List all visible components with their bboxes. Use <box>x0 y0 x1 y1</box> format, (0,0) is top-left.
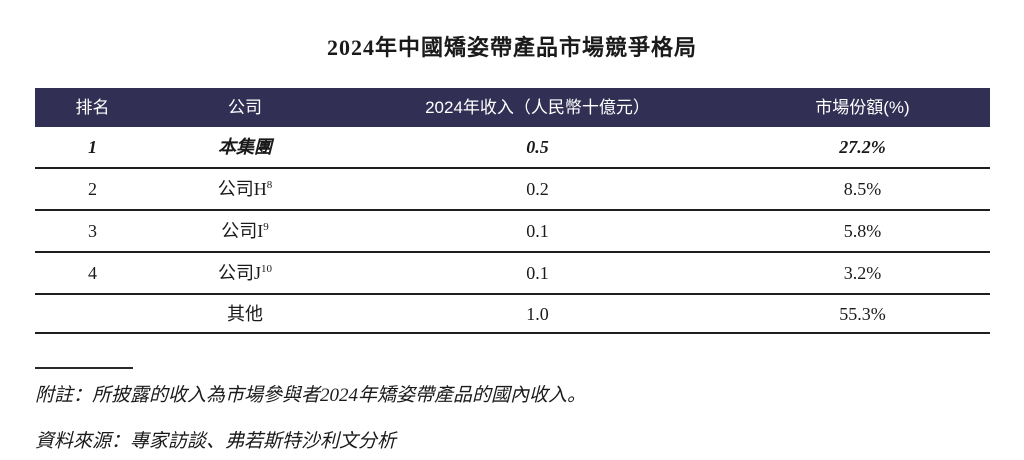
footnote-text: 附註：所披露的收入為市場參與者2024年矯姿帶產品的國內收入。 <box>35 385 587 406</box>
revenue-cell: 0.5 <box>526 137 549 157</box>
revenue-cell: 0.1 <box>526 263 549 283</box>
rank-cell: 1 <box>88 137 97 157</box>
company-cell: 公司H8 <box>150 179 340 199</box>
header-revenue: 2024年收入（人民幣十億元） <box>425 98 650 117</box>
company-cell: 其他 <box>150 305 340 323</box>
table-row: 4 公司J10 0.1 3.2% <box>35 253 990 295</box>
source-text: 資料來源：專家訪談、弗若斯特沙利文分析 <box>35 431 397 452</box>
company-name: 公司I <box>221 221 264 241</box>
company-name: 本集團 <box>218 137 272 157</box>
rank-cell: 2 <box>88 179 97 199</box>
header-rank: 排名 <box>75 98 110 117</box>
share-cell: 5.8% <box>843 221 882 241</box>
share-cell: 27.2% <box>839 137 886 157</box>
footnote-divider <box>35 367 133 369</box>
table-header-row: 排名 公司 2024年收入（人民幣十億元） 市場份額(%) <box>35 88 990 127</box>
company-cell: 本集團 <box>150 138 340 156</box>
header-share: 市場份額(%) <box>815 98 910 117</box>
company-name: 公司J <box>217 263 261 283</box>
table-row: 3 公司I9 0.1 5.8% <box>35 211 990 253</box>
footnote-ref: 9 <box>263 221 269 233</box>
rank-cell: 4 <box>88 263 97 283</box>
table-row: 其他 1.0 55.3% <box>35 295 990 334</box>
revenue-cell: 1.0 <box>526 303 549 324</box>
company-cell: 公司I9 <box>150 221 340 241</box>
share-cell: 3.2% <box>843 263 882 283</box>
footnote-ref: 10 <box>261 263 272 275</box>
table-row: 1 本集團 0.5 27.2% <box>35 127 990 169</box>
company-cell: 公司J10 <box>150 263 340 283</box>
footnote-ref: 8 <box>266 179 273 191</box>
competition-table: 排名 公司 2024年收入（人民幣十億元） 市場份額(%) 1 本集團 0.5 … <box>35 88 990 334</box>
company-name: 其他 <box>227 303 263 324</box>
page-title: 2024年中國矯姿帶產品市場競爭格局 <box>326 35 697 60</box>
header-company: 公司 <box>228 98 262 117</box>
share-cell: 8.5% <box>843 179 882 199</box>
rank-cell: 3 <box>88 221 97 241</box>
revenue-cell: 0.2 <box>526 179 549 199</box>
company-name: 公司H <box>217 179 267 199</box>
share-cell: 55.3% <box>839 303 886 324</box>
revenue-cell: 0.1 <box>526 221 549 241</box>
table-row: 2 公司H8 0.2 8.5% <box>35 169 990 211</box>
